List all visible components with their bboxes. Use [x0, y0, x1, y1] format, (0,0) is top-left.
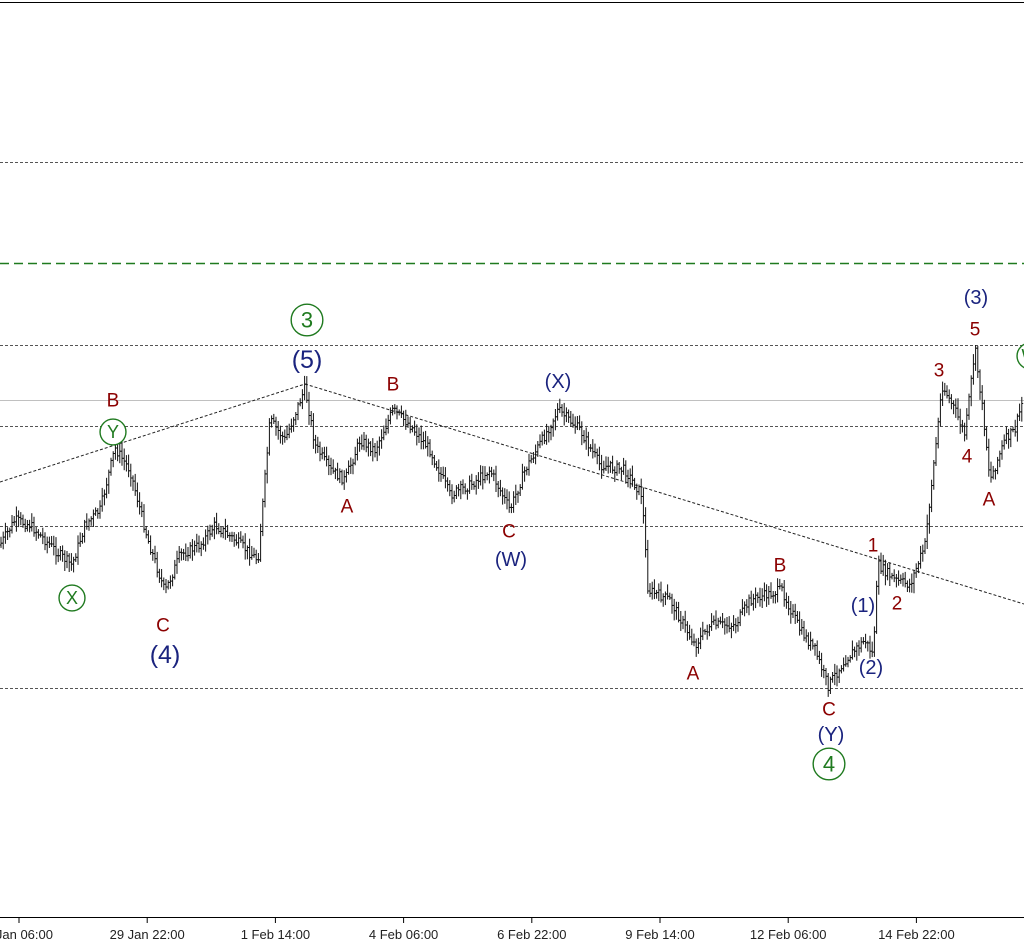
x-tick-label: 6 Feb 22:00: [497, 927, 566, 942]
wave-label: (X): [545, 371, 572, 393]
wave-label: B: [107, 391, 120, 412]
wave-label: (4): [150, 641, 181, 669]
wave-label: (Y): [818, 724, 845, 746]
wave-label-circle: [1016, 343, 1024, 369]
wave-label: 3: [934, 361, 945, 382]
x-axis: 7 Jan 06:00 29 Jan 22:00 1 Feb 14:00 4 Feb …: [0, 917, 955, 942]
trendlines: [0, 383, 1024, 605]
wave-label: 4: [823, 752, 835, 777]
wave-label: (5): [292, 346, 323, 374]
trendline-2: [304, 383, 1024, 605]
wave-label: (1): [851, 595, 875, 617]
wave-label: 4: [962, 447, 973, 468]
x-tick-label: 9 Feb 14:00: [625, 927, 694, 942]
wave-label: C: [822, 700, 836, 721]
x-tick-label: 12 Feb 06:00: [750, 927, 827, 942]
wave-label: 2: [892, 594, 903, 615]
wave-label: 3: [301, 308, 313, 333]
wave-label-circle: [290, 303, 324, 337]
trendline-1: [0, 383, 306, 483]
x-tick-label: 1 Feb 14:00: [241, 927, 310, 942]
wave-label: B: [387, 375, 400, 396]
wave-label: W: [1022, 346, 1024, 366]
wave-label: (W): [495, 549, 527, 571]
wave-label: X: [66, 588, 78, 608]
wave-label: A: [687, 664, 700, 685]
wave-label-circle: [99, 418, 127, 446]
wave-label: Y: [107, 422, 119, 442]
wave-label: C: [156, 616, 170, 637]
x-tick-label: 7 Jan 06:00: [0, 927, 53, 942]
x-tick-label: 29 Jan 22:00: [110, 927, 185, 942]
price-bars: [0, 345, 1024, 697]
wave-label: C: [502, 522, 516, 543]
wave-label: (3): [964, 287, 988, 309]
x-tick-label: 4 Feb 06:00: [369, 927, 438, 942]
wave-label: A: [983, 490, 996, 511]
wave-label-circle: [58, 584, 86, 612]
wave-label: (2): [859, 657, 883, 679]
wave-label: B: [774, 556, 787, 577]
wave-label: 5: [970, 320, 981, 341]
horizontal-levels: [0, 162, 1024, 689]
wave-label: A: [341, 497, 354, 518]
wave-label: 1: [868, 536, 879, 557]
wave-label-circle: [812, 747, 846, 781]
x-tick-label: 14 Feb 22:00: [878, 927, 955, 942]
